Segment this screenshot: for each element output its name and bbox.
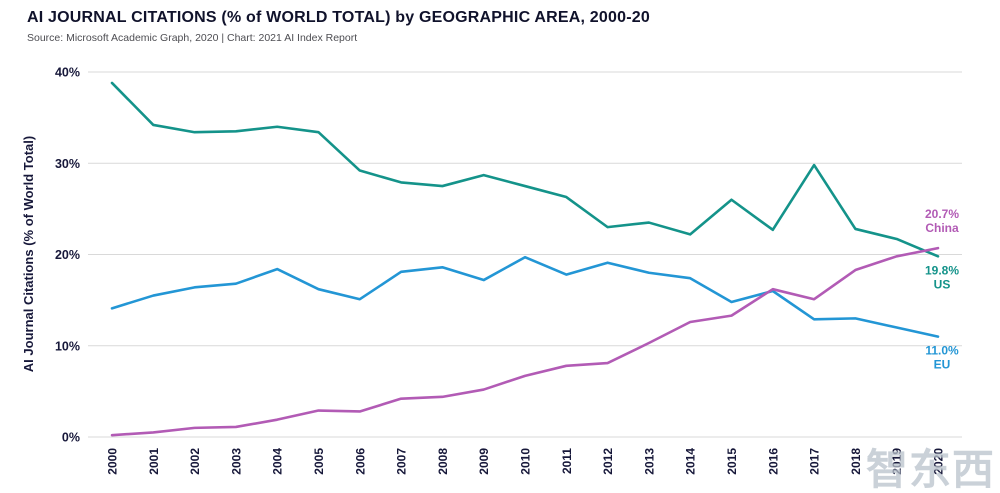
x-tick-label: 2009 xyxy=(477,448,491,475)
annotation-value-us: 19.8% xyxy=(925,263,959,277)
x-tick-label: 2011 xyxy=(560,448,574,474)
y-tick-label: 40% xyxy=(55,66,80,80)
chart-source-caption: Source: Microsoft Academic Graph, 2020 |… xyxy=(27,32,358,44)
chart-title: AI JOURNAL CITATIONS (% of WORLD TOTAL) … xyxy=(27,9,650,26)
x-tick-label: 2018 xyxy=(849,448,863,475)
y-tick-label: 0% xyxy=(62,431,80,445)
annotation-name-china: China xyxy=(925,221,959,235)
annotation-value-china: 20.7% xyxy=(925,207,959,221)
x-tick-label: 2014 xyxy=(684,448,698,475)
x-tick-label: 2005 xyxy=(312,448,326,475)
x-tick-label: 2015 xyxy=(725,448,739,475)
x-tick-label: 2001 xyxy=(147,448,161,475)
x-tick-label: 2002 xyxy=(188,448,202,475)
x-tick-label: 2003 xyxy=(229,448,243,475)
annotation-name-eu: EU xyxy=(934,358,951,372)
watermark-logo: 智东西 xyxy=(865,445,995,493)
x-tick-label: 2008 xyxy=(436,448,450,475)
x-tick-label: 2000 xyxy=(106,448,120,475)
x-tick-label: 2006 xyxy=(353,448,367,475)
x-tick-label: 2010 xyxy=(519,448,533,475)
x-tick-label: 2019 xyxy=(890,448,904,475)
x-tick-label: 2017 xyxy=(808,448,822,475)
y-axis-label: AI Journal Citations (% of World Total) xyxy=(21,136,36,372)
series-line-us xyxy=(110,81,940,258)
series-line-eu xyxy=(110,255,940,338)
chart-header: AI JOURNAL CITATIONS (% of WORLD TOTAL) … xyxy=(27,9,650,44)
annotation-value-eu: 11.0% xyxy=(925,344,959,358)
y-tick-label: 10% xyxy=(55,339,80,353)
y-tick-label: 30% xyxy=(55,157,80,171)
series-line-china xyxy=(110,246,940,437)
x-tick-label: 2004 xyxy=(271,448,285,475)
x-tick-label: 2020 xyxy=(932,448,946,475)
y-tick-label: 20% xyxy=(55,248,80,262)
x-tick-label: 2012 xyxy=(601,448,615,475)
annotation-name-us: US xyxy=(934,277,951,291)
x-tick-label: 2013 xyxy=(642,448,656,475)
x-tick-label: 2016 xyxy=(766,448,780,475)
x-tick-label: 2007 xyxy=(395,448,409,475)
